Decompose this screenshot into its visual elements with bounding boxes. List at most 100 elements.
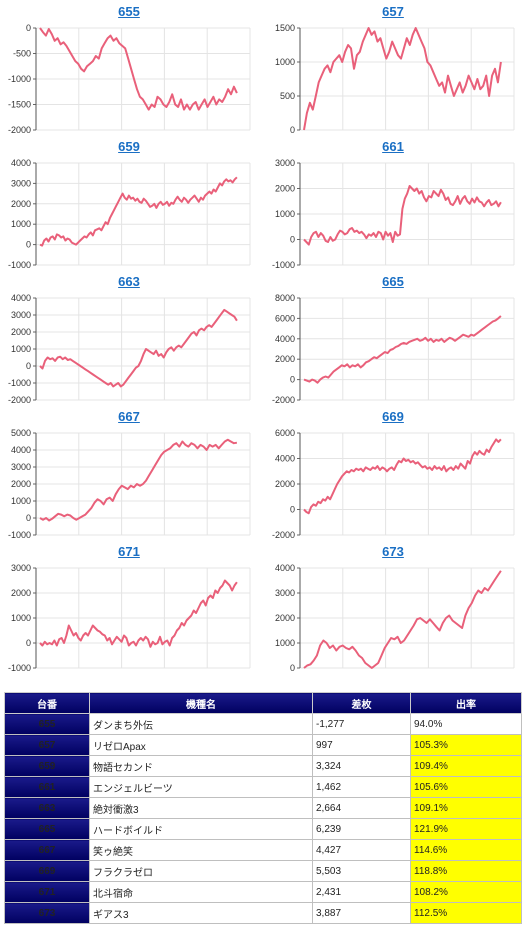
y-tick-label: 500 xyxy=(280,91,295,101)
series-line xyxy=(39,438,238,522)
cell-machine-name: エンジェルビーツ xyxy=(89,776,313,798)
chart-title-link[interactable]: 673 xyxy=(382,544,404,559)
chart-671: 3000 2000 1000 0 -1000 671 xyxy=(0,544,258,672)
y-tick-label: 1000 xyxy=(275,209,295,219)
header-difference: 差枚 xyxy=(312,692,411,714)
chart-663: 4000 3000 2000 1000 0 -1000 -2000 663 xyxy=(0,274,258,404)
chart-title-link[interactable]: 657 xyxy=(382,4,404,19)
table-row: 661 エンジェルビーツ 1,462 105.6% xyxy=(4,776,522,798)
table-row: 657 リゼロApax 997 105.3% xyxy=(4,734,522,756)
chart-669: 6000 4000 2000 0 -2000 669 xyxy=(264,409,522,539)
cell-payout-rate: 118.8% xyxy=(410,860,522,882)
y-tick-label: -1500 xyxy=(8,100,31,110)
cell-difference: 997 xyxy=(312,734,411,756)
cell-payout-rate: 109.1% xyxy=(410,797,522,819)
cell-payout-rate: 105.6% xyxy=(410,776,522,798)
table-body: 655 ダンまち外伝 -1,277 94.0% 657 リゼロApax 997 105.3% 6… xyxy=(4,713,522,924)
y-tick-label: 0 xyxy=(26,638,31,648)
cell-machine-number: 667 xyxy=(4,839,90,861)
chart-title-link[interactable]: 663 xyxy=(118,274,140,289)
cell-machine-name: 北斗宿命 xyxy=(89,881,313,903)
series-line xyxy=(303,438,502,515)
cell-machine-name: 物語セカンド xyxy=(89,755,313,777)
cell-machine-number: 655 xyxy=(4,713,90,735)
chart-plot: 3000 2000 1000 0 -1000 xyxy=(272,158,515,269)
results-table: 台番 機種名 差枚 出率 655 ダンまち外伝 -1,277 94.0% 657 リゼロA… xyxy=(4,692,522,924)
y-tick-label: 3000 xyxy=(275,158,295,168)
y-tick-label: 1000 xyxy=(11,219,31,229)
y-tick-label: 1000 xyxy=(275,57,295,67)
chart-title-link[interactable]: 667 xyxy=(118,409,140,424)
table-row: 659 物語セカンド 3,324 109.4% xyxy=(4,755,522,777)
chart-plot: 6000 4000 2000 0 -2000 xyxy=(272,428,515,539)
y-tick-label: 4000 xyxy=(11,158,31,168)
cell-payout-rate: 114.6% xyxy=(410,839,522,861)
chart-title-link[interactable]: 671 xyxy=(118,544,140,559)
y-tick-label: -1000 xyxy=(8,530,31,539)
chart-plot: 0 -500 -1000 -1500 -2000 xyxy=(8,23,251,134)
y-tick-label: 1000 xyxy=(11,496,31,506)
y-tick-label: 3000 xyxy=(11,310,31,320)
cell-machine-number: 661 xyxy=(4,776,90,798)
y-tick-label: 1000 xyxy=(11,344,31,354)
chart-title-link[interactable]: 665 xyxy=(382,274,404,289)
table-row: 665 ハードボイルド 6,239 121.9% xyxy=(4,818,522,840)
cell-difference: 3,887 xyxy=(312,902,411,924)
chart-title-link[interactable]: 659 xyxy=(118,139,140,154)
table-header-row: 台番 機種名 差枚 出率 xyxy=(4,692,522,714)
chart-plot: 3000 2000 1000 0 -1000 xyxy=(8,563,251,672)
y-tick-label: -1000 xyxy=(8,260,31,269)
table-row: 669 フラクラゼロ 5,503 118.8% xyxy=(4,860,522,882)
series-line xyxy=(39,579,238,648)
y-tick-label: 0 xyxy=(26,23,31,33)
y-tick-label: -500 xyxy=(13,49,31,59)
series-line xyxy=(303,185,502,246)
table-row: 673 ギアス3 3,887 112.5% xyxy=(4,902,522,924)
series-line xyxy=(39,308,238,388)
cell-machine-name: ハードボイルド xyxy=(89,818,313,840)
chart-title-link[interactable]: 669 xyxy=(382,409,404,424)
cell-machine-number: 673 xyxy=(4,902,90,924)
y-tick-label: 3000 xyxy=(11,563,31,573)
y-tick-label: 0 xyxy=(26,240,31,250)
y-tick-label: 8000 xyxy=(275,293,295,303)
y-tick-label: -2000 xyxy=(272,530,295,539)
y-tick-label: 2000 xyxy=(275,354,295,364)
chart-plot: 8000 6000 4000 2000 0 -2000 xyxy=(272,293,515,404)
y-tick-label: 4000 xyxy=(275,334,295,344)
y-tick-label: 1000 xyxy=(275,638,295,648)
y-tick-label: 3000 xyxy=(11,178,31,188)
cell-machine-number: 663 xyxy=(4,797,90,819)
y-tick-label: 2000 xyxy=(11,588,31,598)
chart-title-link[interactable]: 661 xyxy=(382,139,404,154)
y-tick-label: 2000 xyxy=(275,479,295,489)
cell-payout-rate: 108.2% xyxy=(410,881,522,903)
cell-machine-number: 657 xyxy=(4,734,90,756)
y-tick-label: 0 xyxy=(290,505,295,515)
cell-payout-rate: 121.9% xyxy=(410,818,522,840)
chart-title-link[interactable]: 655 xyxy=(118,4,140,19)
cell-payout-rate: 105.3% xyxy=(410,734,522,756)
y-tick-label: 3000 xyxy=(11,462,31,472)
y-tick-label: 2000 xyxy=(11,327,31,337)
y-tick-label: 0 xyxy=(290,663,295,672)
cell-difference: 3,324 xyxy=(312,755,411,777)
chart-657: 1500 1000 500 0 657 xyxy=(264,4,522,134)
y-tick-label: 2000 xyxy=(275,184,295,194)
header-machine-name: 機種名 xyxy=(89,692,313,714)
y-tick-label: 4000 xyxy=(11,445,31,455)
y-tick-label: -1000 xyxy=(8,378,31,388)
cell-machine-number: 659 xyxy=(4,755,90,777)
y-tick-label: 2000 xyxy=(11,199,31,209)
chart-655: 0 -500 -1000 -1500 -2000 655 xyxy=(0,4,258,134)
table-row: 671 北斗宿命 2,431 108.2% xyxy=(4,881,522,903)
cell-difference: 6,239 xyxy=(312,818,411,840)
chart-659: 4000 3000 2000 1000 0 -1000 659 xyxy=(0,139,258,269)
table-row: 655 ダンまち外伝 -1,277 94.0% xyxy=(4,713,522,735)
table-row: 663 絶対衝激3 2,664 109.1% xyxy=(4,797,522,819)
chart-661: 3000 2000 1000 0 -1000 661 xyxy=(264,139,522,269)
y-tick-label: -2000 xyxy=(8,125,31,134)
cell-payout-rate: 112.5% xyxy=(410,902,522,924)
y-tick-label: 4000 xyxy=(275,563,295,573)
y-tick-label: 0 xyxy=(290,375,295,385)
